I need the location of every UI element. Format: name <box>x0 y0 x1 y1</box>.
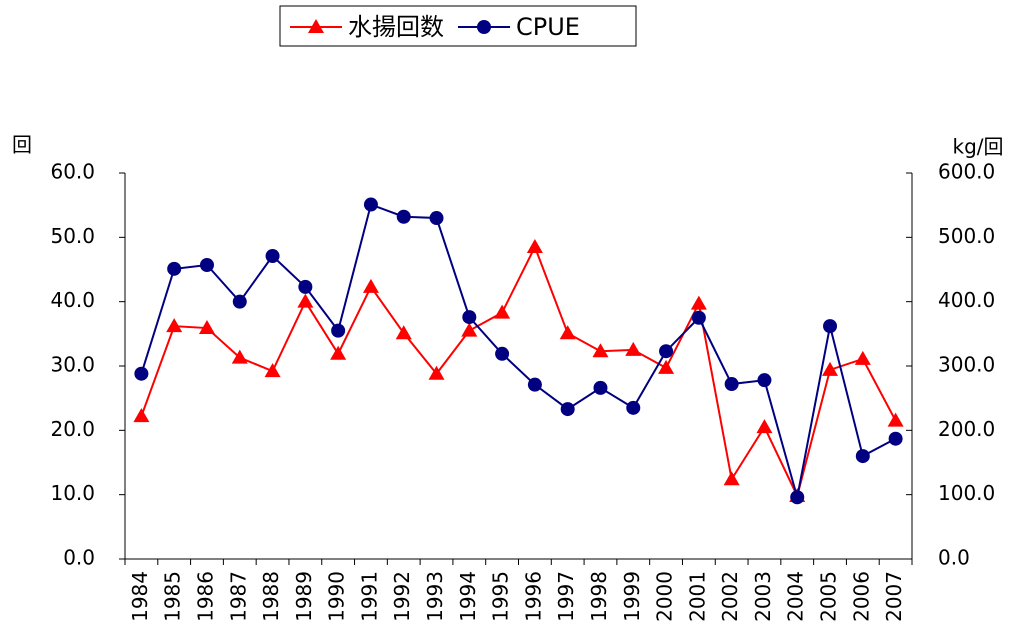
point <box>855 449 870 464</box>
x-tick-label: 2003 <box>751 571 775 622</box>
x-tick-label: 2005 <box>817 571 841 622</box>
x-tick-label: 1998 <box>587 571 611 622</box>
y2-tick-label: 100.0 <box>938 481 995 505</box>
point <box>888 431 903 446</box>
point <box>626 400 641 415</box>
y-tick-label: 10.0 <box>50 481 95 505</box>
point <box>232 294 247 309</box>
x-tick-label: 2002 <box>718 571 742 622</box>
y2-tick-label: 0.0 <box>938 546 970 570</box>
x-tick-label: 1995 <box>489 571 513 622</box>
point <box>691 310 706 325</box>
point <box>659 344 674 359</box>
x-tick-label: 1991 <box>357 571 381 622</box>
y-tick-label: 60.0 <box>50 160 95 184</box>
point <box>134 366 149 381</box>
x-tick-label: 2004 <box>784 571 808 622</box>
x-tick-label: 1986 <box>193 571 217 622</box>
point <box>690 295 707 310</box>
y-tick-label: 40.0 <box>50 288 95 312</box>
series-line <box>140 244 897 499</box>
y2-tick-label: 400.0 <box>938 288 995 312</box>
x-tick-label: 2001 <box>685 571 709 622</box>
point <box>724 377 739 392</box>
point <box>559 325 576 340</box>
x-tick-label: 1985 <box>161 571 185 622</box>
point <box>593 380 608 395</box>
x-tick-label: 1996 <box>521 571 545 622</box>
point <box>395 325 412 340</box>
y-axis-label: 回 <box>12 133 32 157</box>
point <box>264 363 281 378</box>
point <box>133 408 150 423</box>
x-tick-label: 2000 <box>653 571 677 622</box>
y-tick-label: 20.0 <box>50 417 95 441</box>
point <box>757 373 772 388</box>
point <box>297 293 314 308</box>
y-tick-label: 30.0 <box>50 353 95 377</box>
x-tick-label: 1988 <box>259 571 283 622</box>
y2-tick-label: 300.0 <box>938 353 995 377</box>
point <box>592 343 609 358</box>
point <box>526 238 543 253</box>
y2-tick-label: 200.0 <box>938 417 995 441</box>
legend-label: 水揚回数 <box>348 13 444 41</box>
point <box>494 304 511 319</box>
point <box>199 257 214 272</box>
legend-marker <box>308 19 324 33</box>
point <box>428 365 445 380</box>
y2-tick-label: 500.0 <box>938 224 995 248</box>
x-tick-label: 1987 <box>226 571 250 622</box>
legend-label: CPUE <box>516 13 580 41</box>
point <box>298 279 313 294</box>
point <box>167 261 182 276</box>
y-tick-label: 50.0 <box>50 224 95 248</box>
point <box>265 248 280 263</box>
y2-axis-label: kg/回 <box>952 135 1003 159</box>
point <box>823 319 838 334</box>
point <box>658 359 675 374</box>
point <box>396 209 411 224</box>
point <box>527 377 542 392</box>
x-tick-label: 1992 <box>390 571 414 622</box>
x-tick-label: 1993 <box>423 571 447 622</box>
legend-marker <box>477 20 491 34</box>
x-tick-label: 1994 <box>456 571 480 622</box>
x-tick-label: 1997 <box>554 571 578 622</box>
point <box>723 471 740 486</box>
x-tick-label: 2007 <box>882 571 906 622</box>
point <box>362 278 379 293</box>
point <box>462 310 477 325</box>
point <box>331 323 346 338</box>
point <box>790 490 805 505</box>
point <box>756 419 773 434</box>
point <box>854 350 871 365</box>
series-line <box>140 203 897 498</box>
point <box>231 349 248 364</box>
x-tick-label: 1990 <box>325 571 349 622</box>
legend: 水揚回数 CPUE <box>279 5 637 47</box>
x-tick-label: 2006 <box>849 571 873 622</box>
point <box>363 197 378 212</box>
x-tick-label: 1989 <box>292 571 316 622</box>
point <box>429 211 444 226</box>
y2-tick-label: 600.0 <box>938 160 995 184</box>
point <box>461 322 478 337</box>
point <box>560 402 575 417</box>
point <box>887 412 904 427</box>
x-tick-label: 1984 <box>128 571 152 622</box>
point <box>198 320 215 335</box>
point <box>625 341 642 356</box>
point <box>166 318 183 333</box>
x-tick-label: 1999 <box>620 571 644 622</box>
point <box>330 345 347 360</box>
point <box>495 346 510 361</box>
y-tick-label: 0.0 <box>63 546 95 570</box>
point <box>822 361 839 376</box>
